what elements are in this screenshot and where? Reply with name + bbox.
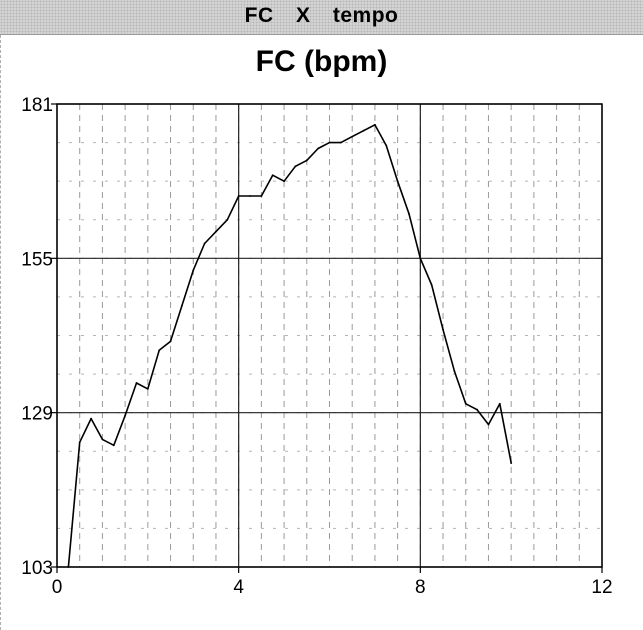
data-point [510, 462, 513, 465]
window-title: FC X tempo [0, 4, 643, 28]
data-point [158, 349, 161, 352]
data-point [305, 159, 308, 162]
series-line [67, 124, 512, 568]
data-point [271, 174, 274, 177]
chart-panel [0, 35, 643, 630]
data-point [385, 144, 388, 147]
data-point [260, 195, 263, 197]
plot-frame [56, 103, 603, 568]
data-point [442, 328, 444, 331]
data-point [498, 402, 501, 405]
data-point [124, 414, 127, 417]
y-tick-label: 129 [21, 404, 53, 425]
window-titlebar: FC X tempo [0, 0, 643, 35]
data-point [396, 180, 399, 183]
data-point [169, 340, 172, 343]
y-tick-label: 181 [21, 95, 53, 116]
data-point [453, 370, 456, 373]
data-point [464, 402, 467, 405]
data-point [328, 141, 331, 144]
data-point [192, 269, 195, 272]
window-title-part: FC [244, 4, 274, 27]
data-point [226, 218, 229, 221]
data-point [430, 284, 433, 286]
y-tick-label: 103 [21, 558, 53, 579]
x-tick-label: 12 [591, 577, 612, 598]
data-point [237, 195, 240, 197]
data-point [180, 304, 183, 307]
data-point [112, 444, 115, 447]
data-point [339, 141, 342, 144]
x-tick-label: 8 [415, 577, 426, 598]
data-point [146, 388, 149, 390]
data-point [283, 180, 285, 183]
x-tick-label: 4 [233, 577, 244, 598]
data-point [374, 123, 376, 126]
data-point [203, 242, 206, 245]
data-point [487, 423, 490, 426]
data-point [78, 441, 81, 444]
data-point [362, 129, 365, 132]
data-point [67, 566, 70, 568]
data-point [476, 408, 479, 411]
chart-title: FC (bpm) [255, 45, 388, 78]
data-point [135, 382, 138, 384]
data-point [419, 257, 422, 260]
data-point [215, 230, 217, 233]
data-point [249, 195, 251, 197]
window-title-part: tempo [332, 4, 399, 27]
data-point [101, 438, 104, 441]
window-title-part: X [295, 4, 311, 27]
data-point [90, 417, 92, 420]
y-tick-label: 155 [21, 249, 53, 270]
data-point [317, 147, 320, 150]
data-point [294, 165, 297, 168]
data-point [351, 135, 354, 138]
x-tick-label: 0 [52, 577, 63, 598]
data-point [408, 212, 410, 215]
